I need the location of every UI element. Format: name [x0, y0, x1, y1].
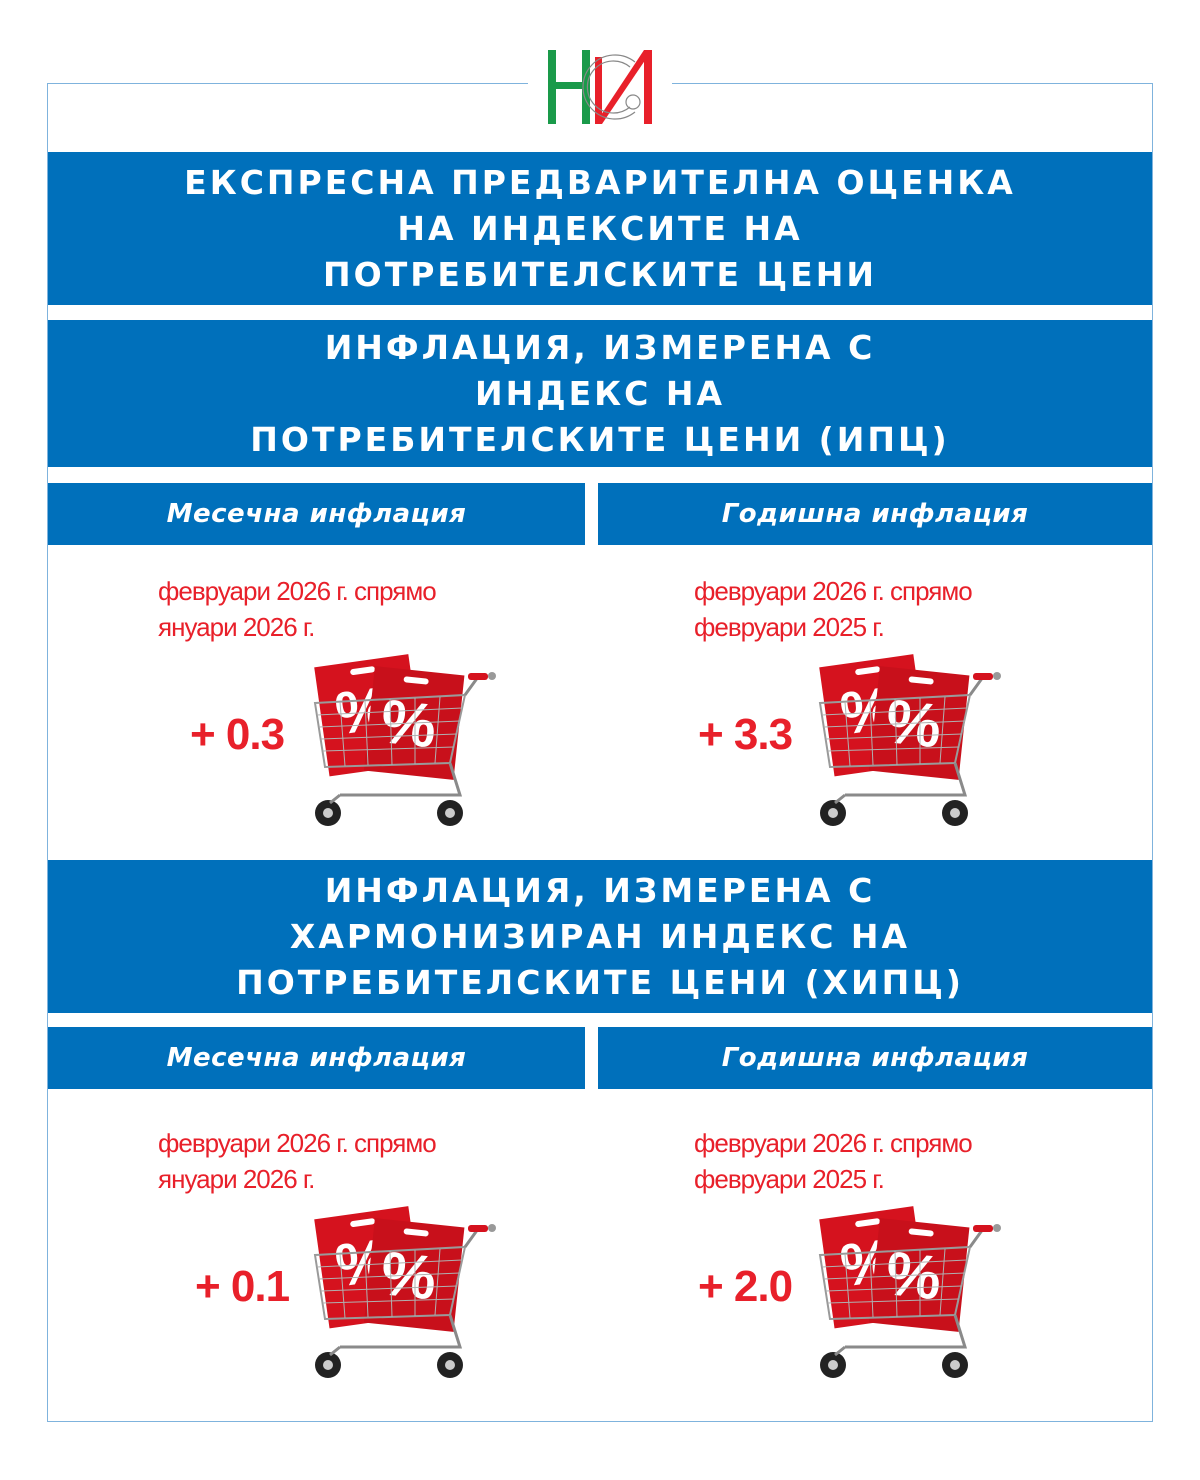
hicp-monthly-card: февруари 2026 г. спрямо януари 2026 г. + …	[48, 1097, 585, 1412]
shopping-cart-percent-icon	[300, 645, 500, 830]
heading-line: ИНФЛАЦИЯ, ИЗМЕРЕНА С	[324, 870, 876, 910]
title-line: ЕКСПРЕСНА ПРЕДВАРИТЕЛНА ОЦЕНКА	[184, 162, 1016, 202]
inflation-value: + 0.1	[195, 1262, 290, 1311]
hicp-annual-header: Годишна инфлация	[598, 1027, 1152, 1089]
main-title: ЕКСПРЕСНА ПРЕДВАРИТЕЛНА ОЦЕНКА НА ИНДЕКС…	[48, 152, 1152, 305]
cpi-annual-card: февруари 2026 г. спрямо февруари 2025 г. …	[598, 545, 1152, 860]
title-line: НА ИНДЕКСИТЕ НА	[397, 208, 803, 248]
cpi-monthly-card: февруари 2026 г. спрямо януари 2026 г. + …	[48, 545, 585, 860]
inflation-value: + 0.3	[190, 710, 285, 759]
hicp-monthly-header: Месечна инфлация	[48, 1027, 585, 1089]
period-text: февруари 2026 г. спрямо февруари 2025 г.	[694, 1128, 973, 1194]
heading-line: ИНФЛАЦИЯ, ИЗМЕРЕНА С	[324, 327, 876, 367]
period-text: февруари 2026 г. спрямо февруари 2025 г.	[694, 576, 973, 642]
heading-line: ПОТРЕБИТЕЛСКИТЕ ЦЕНИ (ХИПЦ)	[236, 962, 964, 1002]
cpi-section-heading: ИНФЛАЦИЯ, ИЗМЕРЕНА С ИНДЕКС НА ПОТРЕБИТЕ…	[48, 320, 1152, 467]
title-line: ПОТРЕБИТЕЛСКИТЕ ЦЕНИ	[323, 254, 877, 294]
shopping-cart-percent-icon	[805, 1197, 1005, 1382]
hicp-section-heading: ИНФЛАЦИЯ, ИЗМЕРЕНА С ХАРМОНИЗИРАН ИНДЕКС…	[48, 860, 1152, 1013]
nsi-logo	[548, 50, 652, 124]
period-text: февруари 2026 г. спрямо януари 2026 г.	[158, 576, 437, 642]
shopping-cart-percent-icon	[805, 645, 1005, 830]
cpi-monthly-header: Месечна инфлация	[48, 483, 585, 545]
heading-line: ХАРМОНИЗИРАН ИНДЕКС НА	[289, 916, 911, 956]
inflation-value: + 2.0	[698, 1262, 793, 1311]
shopping-cart-percent-icon	[300, 1197, 500, 1382]
heading-line: ИНДЕКС НА	[474, 373, 725, 413]
hicp-annual-card: февруари 2026 г. спрямо февруари 2025 г. …	[598, 1097, 1152, 1412]
heading-line: ПОТРЕБИТЕЛСКИТЕ ЦЕНИ (ИПЦ)	[250, 419, 950, 459]
period-text: февруари 2026 г. спрямо януари 2026 г.	[158, 1128, 437, 1194]
inflation-value: + 3.3	[698, 710, 793, 759]
cpi-annual-header: Годишна инфлация	[598, 483, 1152, 545]
